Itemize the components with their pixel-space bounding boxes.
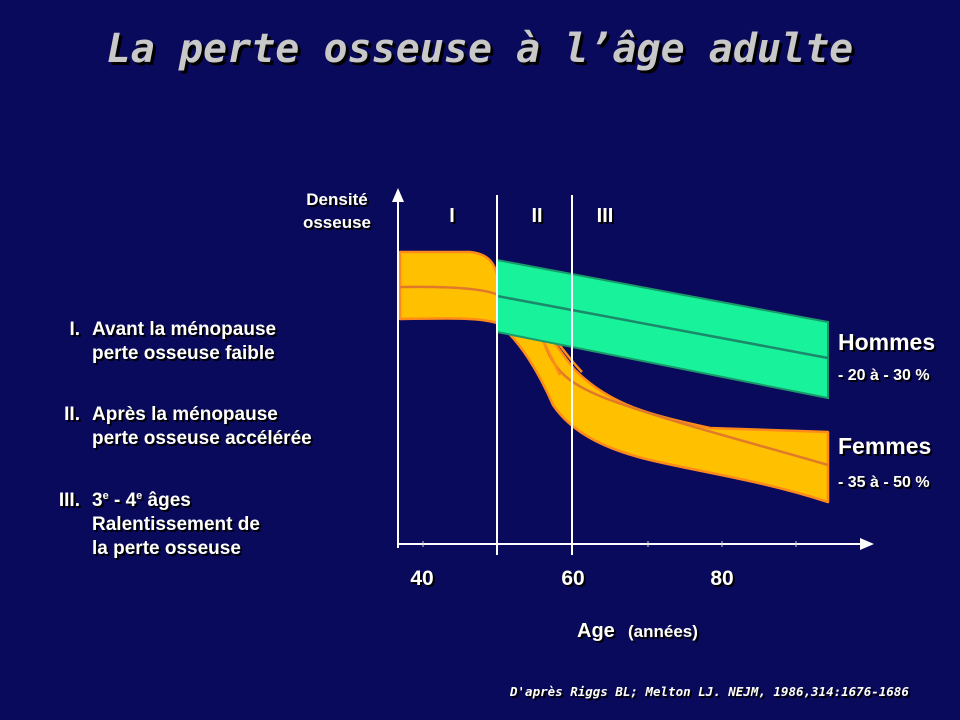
period-label-2: II — [531, 205, 542, 227]
svg-text:(années): (années) — [630, 624, 700, 643]
svg-text:Densité: Densité — [308, 192, 369, 211]
svg-text:III: III — [599, 207, 616, 229]
period-label-3: III — [597, 205, 614, 227]
x-axis-arrow — [860, 538, 874, 550]
phase-2-line2: perte osseuse accélérée — [92, 428, 312, 449]
y-axis-arrow — [392, 188, 404, 202]
svg-text:- 35 à - 50 %: - 35 à - 50 % — [840, 476, 932, 493]
men-band-median — [496, 294, 829, 360]
svg-text:Age: Age — [579, 622, 617, 644]
x-axis-unit: (années) — [628, 622, 698, 641]
svg-text:II: II — [533, 207, 544, 229]
phase-2-line1: Après la ménopause — [92, 404, 278, 425]
women-label: Femmes — [838, 433, 931, 459]
phase-1-line2: perte osseuse faible — [92, 343, 275, 364]
svg-text:- 20 à - 30 %: - 20 à - 30 % — [840, 369, 932, 386]
svg-text:40: 40 — [412, 569, 435, 592]
phase-1-numeral: I. — [69, 319, 80, 340]
x-axis-label: Age — [577, 620, 615, 642]
phase-3-numeral: III. — [58, 490, 80, 511]
phase-2-numeral: II. — [64, 404, 80, 425]
phase-3-line3: la perte osseuse — [92, 538, 241, 559]
svg-text:Femmes: Femmes — [840, 435, 933, 461]
x-tick-label-80: 80 — [710, 567, 733, 590]
period-label-1: I — [449, 205, 455, 227]
phase-3-line1: 3e - 4e âges — [92, 490, 191, 511]
svg-text:Hommes: Hommes — [840, 331, 937, 357]
women-loss-range: - 35 à - 50 % — [838, 474, 930, 491]
x-tick-label-40: 40 — [410, 567, 433, 590]
x-tick-label-60: 60 — [561, 567, 584, 590]
svg-text:80: 80 — [712, 569, 735, 592]
source-citation: D'après Riggs BL; Melton LJ. NEJM, 1986,… — [510, 684, 909, 699]
svg-text:osseuse: osseuse — [305, 215, 373, 234]
slide-title: La perte osseuse à l’âge adulte — [106, 26, 854, 72]
y-axis-label-line2: osseuse — [303, 213, 371, 232]
svg-text:60: 60 — [563, 569, 586, 592]
phase-1-line1: Avant la ménopause — [92, 319, 277, 340]
y-axis-label-line1: Densité — [306, 190, 367, 209]
men-label: Hommes — [838, 329, 935, 355]
phase-3-line2: Ralentissement de — [92, 514, 260, 535]
svg-text:I: I — [451, 207, 457, 229]
diagram-labels: Densité Densité osseuse osseuse I I II I… — [303, 190, 937, 644]
men-loss-range: - 20 à - 30 % — [838, 367, 930, 384]
